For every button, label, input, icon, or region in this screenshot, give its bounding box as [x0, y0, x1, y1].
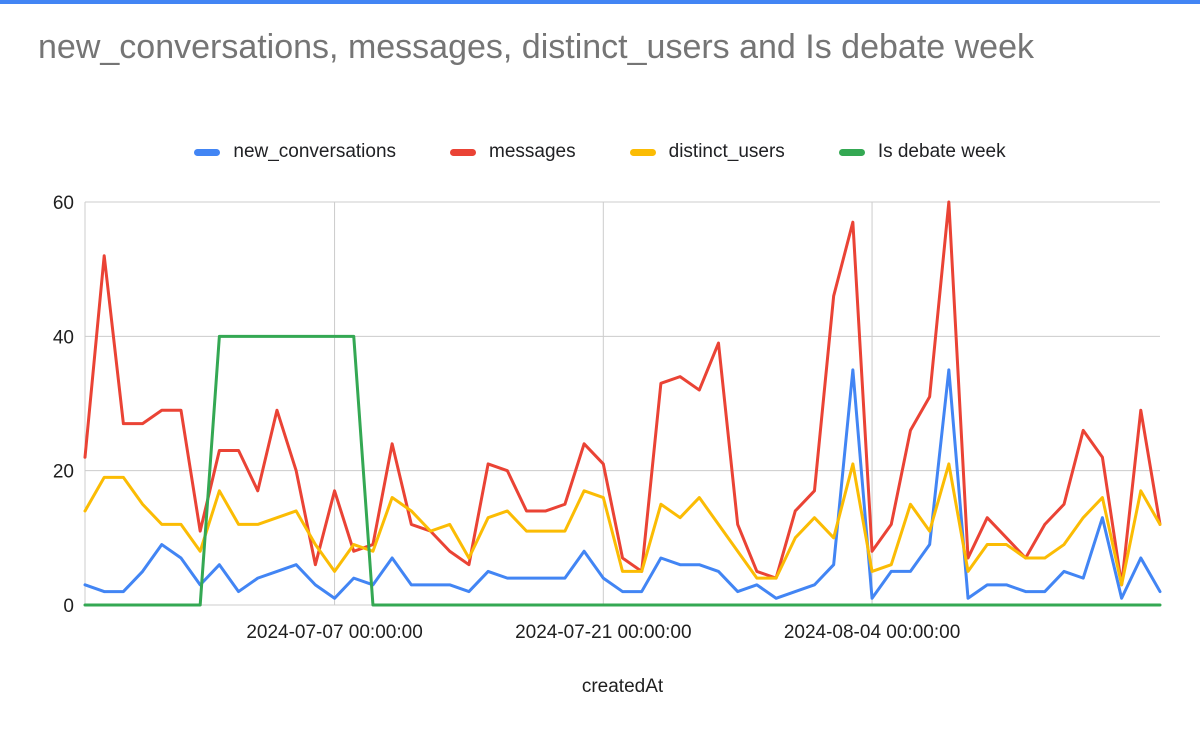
y-tick-label: 0 [63, 596, 74, 617]
x-tick-label: 2024-07-07 00:00:00 [246, 622, 422, 643]
legend-label-distinct-users: distinct_users [668, 141, 785, 162]
series-line-is-debate-week [83, 334, 1162, 607]
top-accent-bar [0, 0, 1200, 4]
y-tick-label: 60 [53, 193, 74, 214]
y-tick-label: 20 [53, 462, 74, 483]
x-tick-label: 2024-08-04 00:00:00 [784, 622, 960, 643]
legend-marker-distinct-users-icon [629, 148, 656, 156]
series-line-new_conversations [83, 368, 1162, 600]
legend: new_conversations messages distinct_user… [0, 141, 1200, 163]
legend-item-distinct-users[interactable]: distinct_users [629, 141, 785, 163]
legend-item-is-debate-week[interactable]: Is debate week [838, 141, 1006, 163]
chart-title: new_conversations, messages, distinct_us… [38, 28, 1034, 66]
legend-label-messages: messages [489, 141, 576, 162]
legend-marker-is-debate-week-icon [838, 148, 865, 156]
legend-item-messages[interactable]: messages [450, 141, 576, 163]
x-axis-title: createdAt [581, 676, 664, 697]
legend-label-new-conversations: new_conversations [233, 141, 397, 162]
series-line-messages [83, 200, 1162, 587]
legend-marker-new-conversations-icon [194, 148, 221, 156]
legend-marker-messages-icon [450, 148, 477, 156]
y-tick-label: 40 [53, 327, 74, 348]
legend-label-is-debate-week: Is debate week [877, 141, 1006, 162]
series-line-distinct_users [83, 462, 1162, 587]
x-tick-label: 2024-07-21 00:00:00 [515, 622, 691, 643]
legend-item-new-conversations[interactable]: new_conversations [194, 141, 396, 163]
